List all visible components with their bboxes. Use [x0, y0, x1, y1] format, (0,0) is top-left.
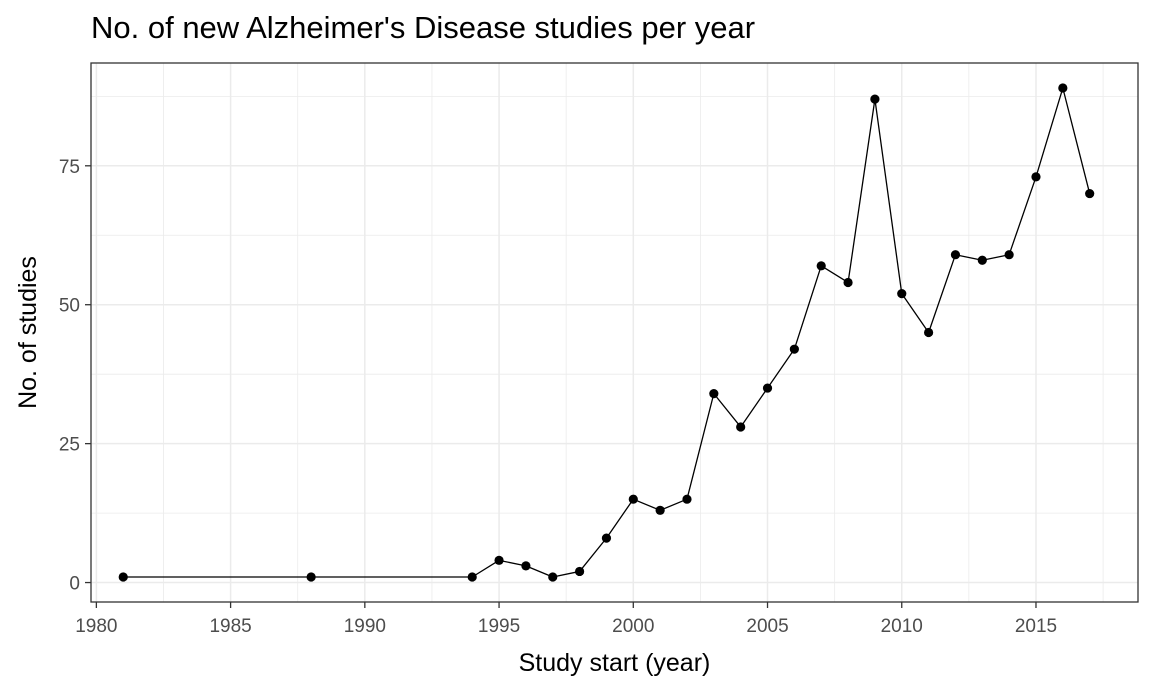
- x-tick-label: 2015: [1015, 616, 1057, 637]
- data-point: [1058, 83, 1068, 93]
- series-line-group: [123, 87, 1091, 578]
- data-point: [118, 572, 128, 582]
- data-point: [897, 289, 907, 299]
- series-line: [123, 87, 1091, 578]
- minor-gridlines: [91, 63, 1138, 602]
- data-point: [709, 389, 719, 399]
- data-point: [977, 255, 987, 265]
- x-tick-label: 2005: [746, 616, 788, 637]
- data-point: [843, 277, 853, 288]
- data-point: [924, 327, 934, 338]
- data-point: [548, 572, 558, 582]
- data-point: [1031, 172, 1041, 182]
- data-point: [870, 94, 880, 104]
- data-point: [682, 494, 692, 504]
- data-point: [575, 566, 585, 577]
- y-tick-label: 25: [59, 435, 80, 456]
- data-point: [816, 261, 826, 271]
- chart-title: No. of new Alzheimer's Disease studies p…: [91, 10, 756, 45]
- y-tick-label: 50: [59, 296, 80, 317]
- x-tick-label: 1980: [75, 616, 117, 637]
- data-point: [1085, 188, 1095, 199]
- x-tick-label: 1995: [478, 616, 520, 637]
- data-point: [521, 561, 531, 571]
- major-gridlines: [91, 63, 1138, 602]
- x-tick-label: 1985: [209, 616, 251, 637]
- data-point: [950, 250, 961, 260]
- y-axis: 0 25 50 75: [59, 157, 91, 595]
- data-point: [494, 555, 504, 565]
- data-point: [306, 572, 316, 582]
- x-tick-label: 2000: [612, 616, 654, 637]
- data-point: [467, 572, 477, 582]
- data-points: [118, 83, 1095, 582]
- data-point: [762, 383, 773, 393]
- x-tick-label: 2010: [881, 616, 923, 637]
- data-point: [628, 494, 638, 504]
- data-point: [1004, 250, 1014, 260]
- data-point: [736, 422, 746, 432]
- x-axis-title: Study start (year): [519, 649, 711, 677]
- data-point: [789, 344, 799, 354]
- data-point: [601, 533, 612, 543]
- x-tick-label: 1990: [344, 616, 386, 637]
- x-axis: 1980 1985 1990 1995 2000 2005 2010 2015: [75, 602, 1057, 637]
- y-tick-label: 0: [69, 574, 80, 595]
- y-axis-title: No. of studies: [14, 256, 42, 409]
- plot-panel-border: [90, 62, 1139, 603]
- y-tick-label: 75: [59, 157, 80, 178]
- data-point: [655, 505, 665, 515]
